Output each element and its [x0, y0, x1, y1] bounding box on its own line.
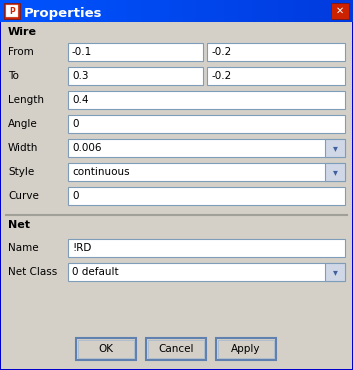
- Text: Properties: Properties: [24, 7, 102, 20]
- Text: ▾: ▾: [333, 143, 337, 153]
- Text: 0.006: 0.006: [72, 143, 102, 153]
- Text: continuous: continuous: [72, 167, 130, 177]
- Text: Name: Name: [8, 243, 38, 253]
- Text: -0.2: -0.2: [211, 47, 231, 57]
- Text: 0.3: 0.3: [72, 71, 89, 81]
- Text: To: To: [8, 71, 19, 81]
- Text: ✕: ✕: [336, 6, 344, 16]
- Bar: [207, 43, 345, 61]
- Bar: [78, 340, 134, 358]
- Bar: [325, 263, 345, 281]
- Bar: [148, 340, 204, 358]
- Bar: [68, 239, 345, 257]
- Bar: [218, 340, 274, 358]
- Text: ▾: ▾: [333, 167, 337, 177]
- Text: P: P: [9, 7, 15, 16]
- Bar: [68, 43, 203, 61]
- Text: 0: 0: [72, 119, 78, 129]
- Text: Style: Style: [8, 167, 34, 177]
- Text: -0.2: -0.2: [211, 71, 231, 81]
- Bar: [68, 67, 203, 85]
- Bar: [4, 3, 20, 19]
- Bar: [325, 139, 345, 157]
- Bar: [325, 163, 345, 181]
- Bar: [207, 67, 345, 85]
- Text: !RD: !RD: [72, 243, 91, 253]
- Text: Curve: Curve: [8, 191, 39, 201]
- Text: -0.1: -0.1: [72, 47, 92, 57]
- Bar: [146, 338, 206, 360]
- Bar: [216, 338, 276, 360]
- Bar: [68, 163, 345, 181]
- Bar: [68, 115, 345, 133]
- Bar: [68, 139, 345, 157]
- Bar: [68, 263, 345, 281]
- Text: From: From: [8, 47, 34, 57]
- Text: Net Class: Net Class: [8, 267, 57, 277]
- Text: ▾: ▾: [333, 267, 337, 277]
- Text: Angle: Angle: [8, 119, 38, 129]
- Bar: [6, 5, 18, 17]
- Text: 0.4: 0.4: [72, 95, 89, 105]
- Text: OK: OK: [98, 344, 114, 354]
- Text: 0 default: 0 default: [72, 267, 119, 277]
- Text: Length: Length: [8, 95, 44, 105]
- Text: Wire: Wire: [8, 27, 37, 37]
- Bar: [68, 187, 345, 205]
- Text: 0: 0: [72, 191, 78, 201]
- Bar: [331, 3, 349, 19]
- Bar: [68, 91, 345, 109]
- Text: Apply: Apply: [231, 344, 261, 354]
- Text: Net: Net: [8, 220, 30, 230]
- Bar: [76, 338, 136, 360]
- Text: Cancel: Cancel: [158, 344, 194, 354]
- Text: Width: Width: [8, 143, 38, 153]
